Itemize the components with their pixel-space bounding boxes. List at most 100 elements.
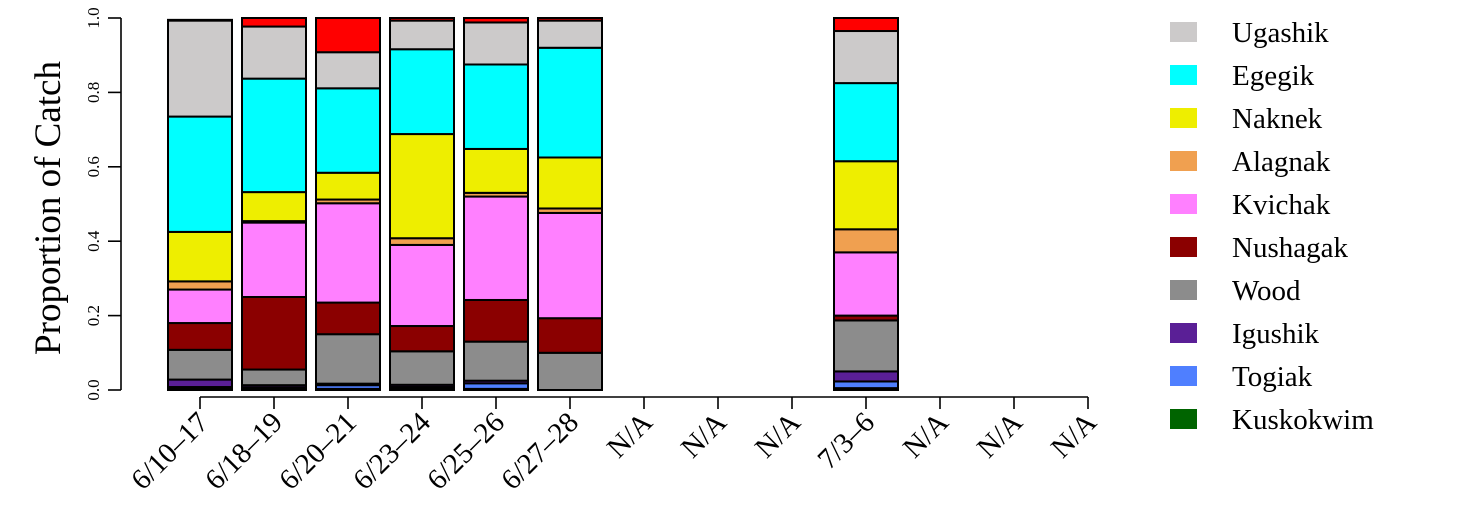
bar-segment-other (463, 17, 529, 24)
legend-swatch (1170, 366, 1197, 386)
x-tick-label: N/A (749, 406, 807, 464)
bar-segment-egegik (537, 46, 603, 159)
bar-segment-togiak (833, 380, 899, 390)
legend-swatch (1170, 237, 1197, 257)
x-tick-label: 6/10–17 (125, 406, 215, 496)
legend-label: Togiak (1232, 361, 1313, 393)
legend-label: Alagnak (1232, 146, 1331, 178)
bar-segment-naknek (537, 156, 603, 210)
bar-segment-egegik (167, 115, 233, 233)
bar-segment-nushagak (537, 317, 603, 354)
x-tick-label: N/A (1045, 406, 1103, 464)
bar-segment-other (167, 18, 233, 22)
bar-segment-wood (315, 333, 381, 385)
bar-segment-wood (241, 368, 307, 387)
y-tick-label: 0.4 (84, 230, 103, 252)
bar-stack (241, 17, 307, 392)
y-tick-label: 0.2 (84, 305, 103, 326)
legend-swatch (1170, 194, 1197, 214)
bar-segment-wood (389, 350, 455, 386)
legend-label: Kuskokwim (1232, 404, 1374, 436)
legend-swatch (1170, 323, 1197, 343)
y-tick-label: 0.6 (84, 156, 103, 177)
bar-stack (315, 17, 381, 392)
bar-stack (537, 17, 603, 391)
bar-segment-egegik (463, 63, 529, 150)
x-tick-label: 6/20–21 (273, 406, 363, 496)
legend-swatch (1170, 151, 1197, 171)
bar-segment-other (537, 17, 603, 22)
bar-segment-egegik (241, 77, 307, 194)
bar-segment-naknek (315, 171, 381, 201)
bar-segment-wood (463, 340, 529, 382)
bar-segment-naknek (389, 133, 455, 240)
x-tick-label: N/A (971, 406, 1029, 464)
x-tick-label: 6/25–26 (421, 406, 511, 496)
bar-segment-nushagak (389, 325, 455, 353)
bar-segment-wood (167, 348, 233, 381)
bar-segment-ugashik (315, 51, 381, 90)
legend-label: Kvichak (1232, 189, 1331, 221)
bar-segment-nushagak (463, 298, 529, 343)
x-tick-label: N/A (675, 406, 733, 464)
bar-segment-naknek (463, 147, 529, 194)
bar-segment-nushagak (315, 301, 381, 336)
bar-segment-kvichak (833, 251, 899, 317)
bar-segment-ugashik (389, 19, 455, 51)
bar-segment-kvichak (537, 211, 603, 320)
bar-segment-igushik (167, 378, 233, 389)
bar-segment-naknek (167, 230, 233, 283)
legend-label: Igushik (1232, 318, 1319, 350)
bar-segment-nushagak (167, 322, 233, 351)
y-tick-label: 1.0 (84, 7, 103, 28)
bar-segment-egegik (389, 48, 455, 136)
legend-swatch (1170, 65, 1197, 85)
y-tick-label: 0.0 (84, 379, 103, 400)
bar-segment-other (389, 17, 455, 22)
bar-segment-ugashik (537, 19, 603, 49)
x-tick-label: N/A (897, 406, 955, 464)
bar-segment-kvichak (315, 202, 381, 304)
legend-label: Ugashik (1232, 17, 1329, 49)
bar-segment-wood (833, 319, 899, 373)
legend-label: Nushagak (1232, 232, 1348, 264)
legend-swatch (1170, 108, 1197, 128)
bar-segment-kvichak (167, 288, 233, 325)
x-tick-label: 6/27–28 (495, 406, 585, 496)
bar-segment-wood (537, 351, 603, 391)
bar-segment-ugashik (167, 19, 233, 118)
bar-segment-other (315, 17, 381, 54)
bar-segment-naknek (833, 160, 899, 231)
legend-swatch (1170, 409, 1197, 429)
bars (167, 17, 899, 392)
bar-segment-kvichak (389, 243, 455, 328)
bar-segment-igushik (833, 370, 899, 383)
bar-segment-ugashik (241, 25, 307, 80)
bar-segment-ugashik (833, 30, 899, 85)
bar-segment-naknek (241, 191, 307, 223)
x-tick-label: 6/23–24 (347, 406, 437, 496)
x-tick-label: 7/3–6 (812, 406, 881, 475)
bar-stack (167, 18, 233, 392)
bar-segment-ugashik (463, 21, 529, 66)
bar-stack (389, 17, 455, 392)
bar-segment-kvichak (463, 195, 529, 301)
legend-label: Wood (1232, 275, 1301, 307)
bar-segment-alagnak (389, 237, 455, 246)
legend-swatch (1170, 22, 1197, 42)
bar-stack (463, 17, 529, 392)
bar-segment-alagnak (167, 280, 233, 291)
y-axis: 0.0 0.2 0.4 0.6 0.8 1.0 (84, 7, 122, 401)
bar-segment-other (241, 17, 307, 28)
bar-segment-egegik (315, 87, 381, 174)
x-axis: 6/10–176/18–196/20–216/23–246/25–266/27–… (125, 396, 1103, 496)
legend-label: Egegik (1232, 60, 1315, 92)
bar-segment-egegik (833, 82, 899, 163)
legend-label: Naknek (1232, 103, 1323, 135)
x-tick-label: 6/18–19 (199, 406, 289, 496)
x-tick-label: N/A (601, 406, 659, 464)
bar-segment-other (833, 17, 899, 33)
bar-segment-nushagak (241, 296, 307, 371)
y-tick-label: 0.8 (84, 82, 103, 103)
